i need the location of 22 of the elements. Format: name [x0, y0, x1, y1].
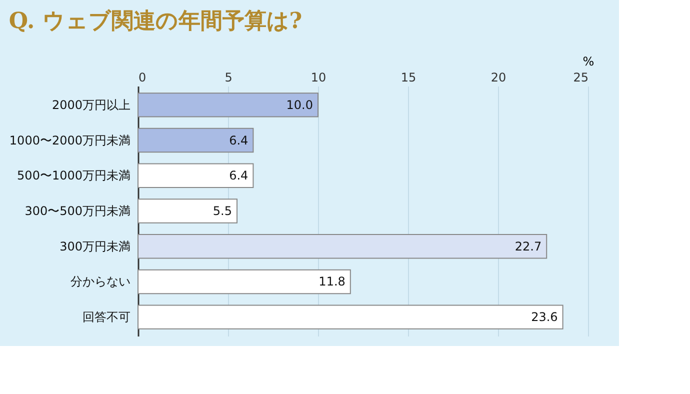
data-label: 10.0 [286, 98, 313, 112]
x-tick-label: 15 [400, 70, 416, 84]
data-label: 22.7 [514, 239, 542, 254]
x-tick-label: 10 [310, 70, 326, 84]
x-tick-label: 20 [490, 70, 506, 84]
data-label: 6.4 [229, 133, 248, 148]
chart-title: Q. ウェブ関連の年間予算は? [8, 8, 302, 34]
x-axis-title: % [582, 54, 594, 68]
y-tick-label: 500〜1000万円未満 [17, 168, 130, 183]
y-tick-label: 分からない [70, 274, 130, 289]
y-tick-label: 1000〜2000万円未満 [9, 133, 130, 148]
data-label: 23.6 [531, 310, 558, 324]
y-tick-label: 300万円未満 [60, 239, 130, 254]
x-tick-label: 5 [224, 70, 232, 84]
x-tick-label: 25 [573, 70, 588, 84]
data-label: 6.4 [229, 168, 248, 183]
data-label: 5.5 [212, 204, 232, 218]
y-tick-label: 回答不可 [82, 310, 130, 324]
data-label: 11.8 [318, 274, 346, 289]
x-tick-label: 0 [138, 70, 146, 84]
y-tick-label: 300〜500万円未満 [24, 204, 130, 218]
y-tick-label: 2000万円以上 [52, 98, 130, 112]
